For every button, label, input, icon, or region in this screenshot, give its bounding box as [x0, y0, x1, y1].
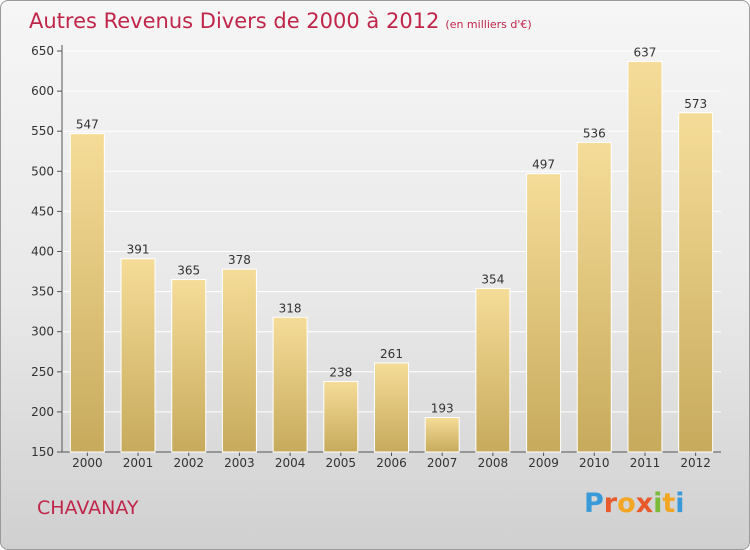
- value-label-2007: 193: [431, 402, 454, 416]
- bar-2000: [69, 133, 105, 453]
- bar-2011: [627, 60, 663, 453]
- bar-2007: [424, 417, 460, 453]
- bar-2001: [120, 258, 156, 453]
- x-tick-label-2012: 2012: [680, 456, 711, 470]
- y-tick-label: 650: [31, 44, 54, 58]
- y-tick-label: 150: [31, 445, 54, 459]
- value-label-2006: 261: [380, 347, 403, 361]
- chart-title: Autres Revenus Divers de 2000 à 2012 (en …: [29, 9, 532, 33]
- x-tick-label-2011: 2011: [630, 456, 661, 470]
- bar-2004: [272, 316, 308, 453]
- value-labels: 547 391 365 378 318 238 261 193 354 497 536 637 573: [76, 45, 707, 415]
- y-tick-label: 450: [31, 204, 54, 218]
- y-tick-label: 300: [31, 325, 54, 339]
- x-tick-label-2006: 2006: [376, 456, 407, 470]
- bars: [69, 60, 714, 453]
- bar-2008: [475, 287, 511, 453]
- y-tick-label: 350: [31, 285, 54, 299]
- y-tick-label: 550: [31, 124, 54, 138]
- x-tick-label-2003: 2003: [224, 456, 255, 470]
- x-tick-label-2000: 2000: [72, 456, 103, 470]
- x-tick-label-2002: 2002: [173, 456, 204, 470]
- bar-2012: [678, 112, 714, 453]
- y-tick-label: 200: [31, 405, 54, 419]
- y-tick-label: 600: [31, 84, 54, 98]
- value-label-2003: 378: [228, 253, 251, 267]
- chart-subtitle: (en milliers d'€): [445, 18, 532, 31]
- bar-2003: [221, 268, 257, 453]
- x-tick-label-2005: 2005: [326, 456, 357, 470]
- value-label-2001: 391: [127, 243, 150, 257]
- x-tick-label-2007: 2007: [427, 456, 458, 470]
- y-tick-label: 250: [31, 365, 54, 379]
- bar-2009: [526, 173, 562, 453]
- x-tick-label-2009: 2009: [528, 456, 559, 470]
- proxiti-logo[interactable]: Proxiti: [584, 488, 685, 519]
- bar-2005: [323, 380, 359, 453]
- y-tick-label: 400: [31, 245, 54, 259]
- bar-2006: [374, 362, 409, 453]
- value-label-2005: 238: [329, 365, 352, 379]
- x-tick-label-2008: 2008: [478, 456, 509, 470]
- value-label-2002: 365: [177, 264, 200, 278]
- value-label-2012: 573: [684, 97, 707, 111]
- value-label-2009: 497: [532, 158, 555, 172]
- bar-2002: [171, 279, 207, 453]
- value-label-2011: 637: [634, 45, 657, 59]
- bar-2010: [576, 141, 612, 453]
- commune-name: CHAVANAY: [37, 497, 139, 519]
- chart-title-text: Autres Revenus Divers de 2000 à 2012: [29, 9, 440, 33]
- value-label-2010: 536: [583, 126, 606, 140]
- x-tick-label-2010: 2010: [579, 456, 610, 470]
- y-tick-label: 500: [31, 164, 54, 178]
- value-label-2000: 547: [76, 118, 99, 132]
- x-tick-label-2004: 2004: [275, 456, 306, 470]
- x-tick-label-2001: 2001: [123, 456, 154, 470]
- value-label-2004: 318: [279, 301, 302, 315]
- value-label-2008: 354: [481, 272, 504, 286]
